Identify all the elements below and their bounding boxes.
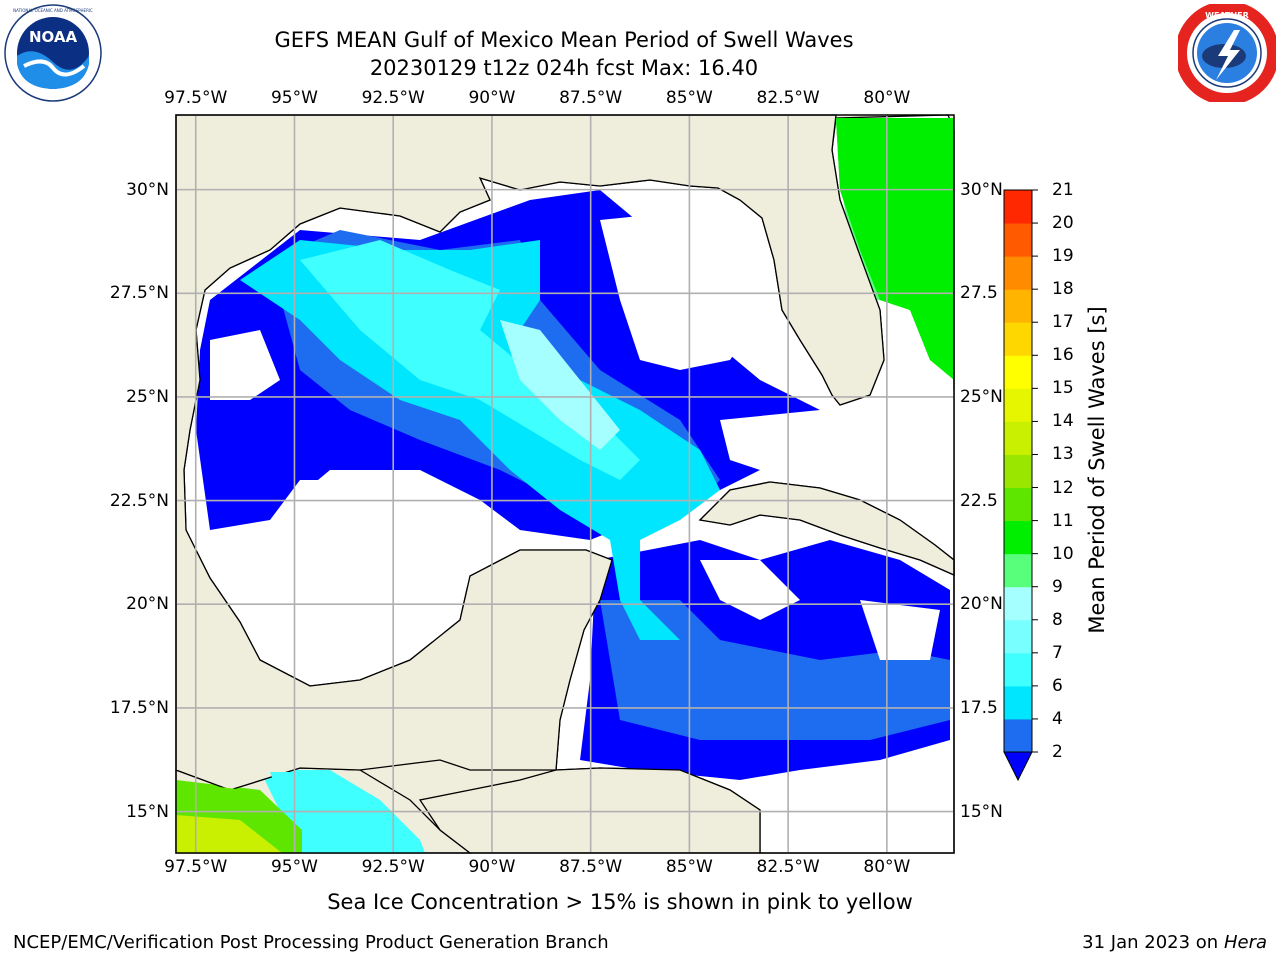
colorbar-level-label: 21 (1052, 180, 1074, 200)
colorbar-level-label: 2 (1052, 742, 1063, 762)
us-coast-land (175, 114, 885, 791)
lon-tick-label: 95°W (270, 857, 318, 877)
colorbar-swatch (1004, 355, 1032, 389)
lon-tick-label: 90°W (468, 857, 516, 877)
colorbar-level-label: 18 (1052, 279, 1074, 300)
colorbar-frame (1003, 189, 1033, 753)
colorbar-level-label: 13 (1052, 444, 1074, 465)
colorbar-level-label: 9 (1052, 576, 1063, 597)
colorbar-swatch (1004, 487, 1032, 522)
swell-hole (860, 600, 940, 660)
lat-tick-label-left: 20°N (126, 594, 169, 615)
lon-tick-label: 80°W (863, 857, 911, 877)
lat-tick-label-right: 25°N (960, 386, 1003, 407)
colorbar-swatch (1004, 685, 1032, 720)
florida-green-top (836, 118, 954, 378)
colorbar-title: Mean Period of Swell Waves [s] (1085, 306, 1109, 634)
colorbar-level-label: 15 (1052, 378, 1074, 399)
colorbar-swatch (1004, 553, 1032, 588)
lon-tick-label: 80°W (863, 88, 911, 108)
colorbar-level-label: 19 (1052, 246, 1074, 267)
lon-tick-label: 87.5°W (559, 857, 623, 877)
lon-tick-label: 92.5°W (361, 857, 425, 877)
colorbar-level-label: 12 (1052, 477, 1074, 498)
sea-ice-note: Sea Ice Concentration > 15% is shown in … (327, 890, 913, 914)
lat-tick-label-right: 22.5 (960, 490, 998, 511)
lat-tick-label-right: 20°N (960, 594, 1003, 615)
colorbar-swatch (1004, 322, 1032, 356)
swell-cyan (240, 240, 720, 640)
graticule (176, 115, 954, 853)
colorbar-swatch (1004, 520, 1032, 555)
colorbar-swatch (1004, 718, 1032, 753)
swell-hole (600, 210, 770, 370)
footer-machine: Hera (1223, 932, 1267, 953)
lon-tick-label: 85°W (665, 857, 713, 877)
lat-tick-label-right: 15°N (960, 801, 1003, 822)
map-frame (175, 114, 955, 854)
colorbar-swatch (1004, 421, 1032, 455)
colorbar-level-label: 8 (1052, 609, 1063, 630)
swell-hole (240, 480, 520, 650)
lon-tick-label: 85°W (665, 88, 713, 108)
lon-tick-label: 82.5°W (756, 88, 820, 108)
lat-tick-label-left: 27.5°N (109, 283, 169, 304)
lon-tick-label: 95°W (270, 88, 318, 108)
colorbar-swatch (1004, 586, 1032, 621)
colorbar-level-label: 10 (1052, 543, 1074, 564)
colorbar-swatch (1004, 619, 1032, 654)
pacific-swell-top (270, 772, 425, 853)
colorbar-swatch (1004, 289, 1032, 323)
footer-date-text: 31 Jan 2023 on (1082, 932, 1219, 953)
lat-tick-label-left: 22.5°N (109, 490, 169, 511)
colorbar-level-label: 11 (1052, 510, 1074, 531)
swell-hole (890, 390, 954, 500)
lon-tick-label: 82.5°W (756, 857, 820, 877)
nws-logo-icon: WEATHER (1175, 1, 1279, 105)
lon-tick-label: 92.5°W (361, 88, 425, 108)
colorbar-swatch (1004, 454, 1032, 489)
lon-tick-label: 97.5°W (164, 857, 228, 877)
colorbar-level-label: 20 (1052, 213, 1074, 234)
footer-date: 31 Jan 2023 on Hera (1082, 932, 1267, 953)
colorbar-swatch (1004, 223, 1032, 257)
lon-tick-label: 87.5°W (559, 88, 623, 108)
swell-hole (720, 410, 850, 470)
colorbar-level-label: 16 (1052, 345, 1074, 366)
colorbar-level-label: 17 (1052, 312, 1074, 333)
map-title: GEFS MEAN Gulf of Mexico Mean Period of … (274, 28, 854, 52)
footer-credit: NCEP/EMC/Verification Post Processing Pr… (13, 932, 609, 953)
colorbar-level-label: 6 (1052, 675, 1063, 696)
swell-light-cyan (300, 240, 640, 480)
lat-tick-label-right: 27.5 (960, 283, 998, 304)
lat-tick-label-left: 15°N (126, 801, 169, 822)
noaa-logo-icon: NOAA NATIONAL OCEANIC AND ATMOSPHERIC (4, 4, 102, 102)
lon-tick-label: 90°W (468, 88, 516, 108)
pacific-yellow-top (176, 815, 282, 853)
lon-tick-label: 97.5°W (164, 88, 228, 108)
lat-tick-label-right: 30°N (960, 179, 1003, 200)
svg-text:NOAA: NOAA (29, 28, 78, 46)
lat-tick-label-left: 30°N (126, 179, 169, 200)
lat-tick-label-left: 25°N (126, 386, 169, 407)
lat-tick-label-right: 17.5 (960, 697, 998, 718)
svg-text:WEATHER: WEATHER (1205, 11, 1249, 20)
swell-blue-caribbean (600, 600, 950, 740)
map-subtitle: 20230129 t12z 024h fcst Max: 16.40 (369, 56, 759, 80)
colorbar-swatch (1004, 190, 1032, 224)
lat-tick-label-left: 17.5°N (109, 697, 169, 718)
colorbar-swatch (1004, 256, 1032, 290)
colorbar-swatch (1004, 388, 1032, 422)
swell-hole (210, 330, 280, 400)
colorbar (1003, 189, 1038, 782)
colorbar-swatch (1004, 652, 1032, 687)
colorbar-level-label: 4 (1052, 708, 1063, 729)
colorbar-extend-min (1003, 751, 1033, 782)
svg-text:NATIONAL OCEANIC AND ATMOSPHER: NATIONAL OCEANIC AND ATMOSPHERIC (13, 8, 93, 13)
colorbar-level-label: 7 (1052, 642, 1063, 663)
colorbar-level-label: 14 (1052, 411, 1074, 432)
